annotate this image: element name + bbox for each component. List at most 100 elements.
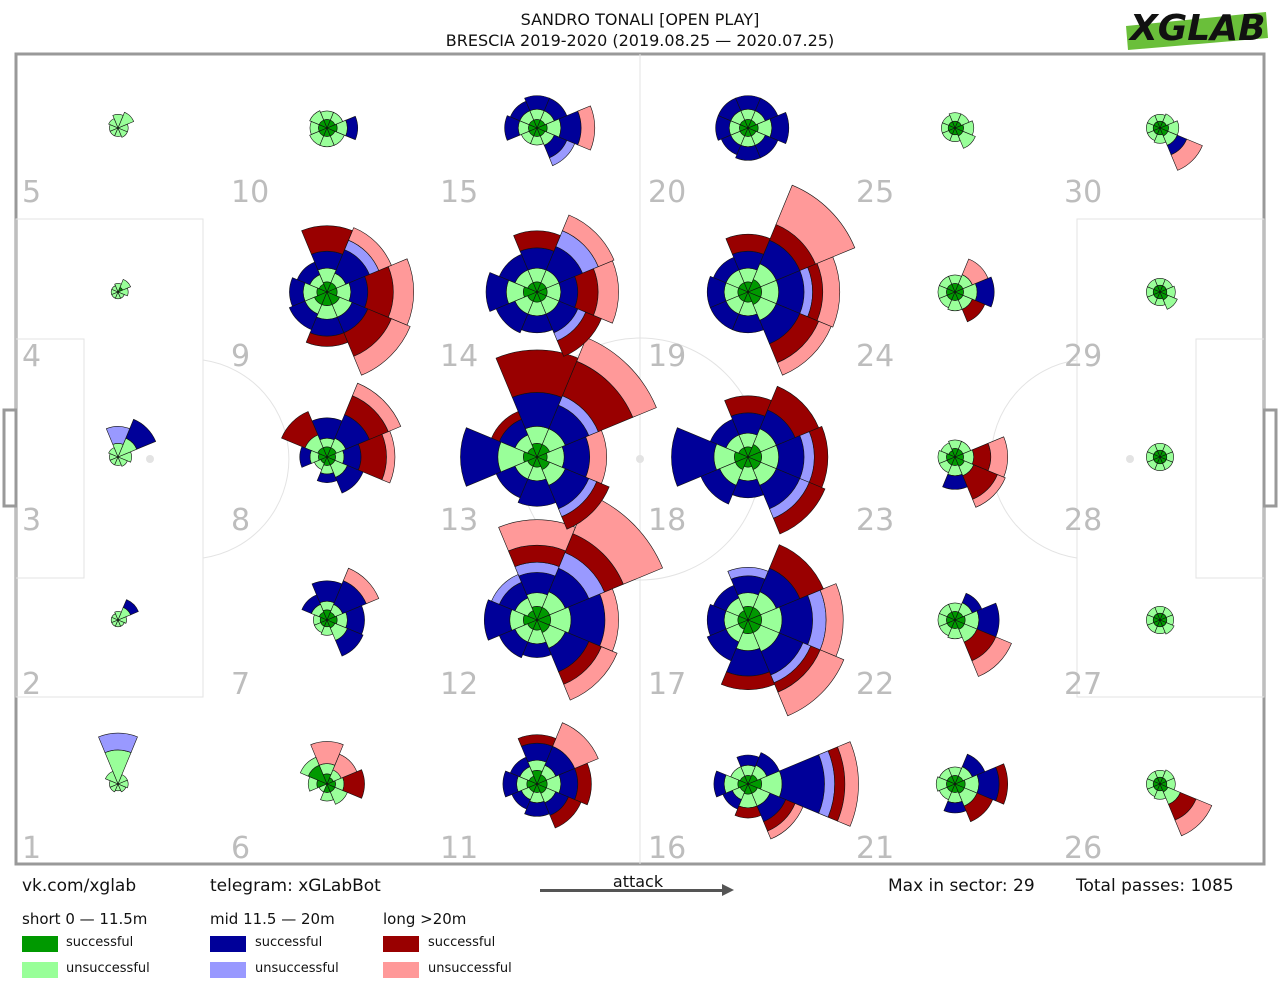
rose-14-dir-7-long-successful — [556, 311, 602, 357]
zone-label-18: 18 — [648, 503, 686, 538]
rose-10-dir-3-short-unsuccessful — [309, 110, 325, 126]
rose-21-dir-7-long-successful — [963, 792, 994, 823]
rose-9-dir-2-long-successful — [301, 225, 353, 255]
vk-link[interactable]: vk.com/xglab — [22, 876, 137, 896]
rose-6-dir-4-short-unsuccessful — [308, 776, 318, 792]
telegram-link[interactable]: telegram: xGLabBot — [210, 876, 381, 896]
rose-zone-29 — [1146, 278, 1178, 310]
rose-23-dir-0-long-unsuccessful — [987, 436, 1008, 478]
chart-title: SANDRO TONALI [OPEN PLAY] — [520, 10, 760, 29]
rose-16-dir-6-long-successful — [734, 805, 762, 819]
zone-label-15: 15 — [440, 175, 478, 210]
rose-zone-16 — [713, 741, 859, 840]
rose-13-dir-4-mid-successful — [460, 427, 502, 487]
max-in-sector: Max in sector: 29 — [888, 876, 1035, 896]
rose-21-dir-1-mid-successful — [961, 753, 986, 778]
zone-label-11: 11 — [440, 831, 478, 866]
zone-label-26: 26 — [1064, 831, 1102, 866]
legend-label-mid-unsuccessful: unsuccessful — [255, 961, 339, 976]
rose-3-dir-2-mid-unsuccessful — [105, 426, 131, 445]
rose-15-dir-7-mid-unsuccessful — [549, 140, 576, 167]
rose-18-dir-5-mid-successful — [700, 468, 737, 505]
rose-zone-22 — [937, 592, 1012, 677]
rose-1-dir-3-short-unsuccessful — [105, 771, 119, 785]
legend-swatch-short-unsuccessful — [22, 962, 58, 978]
rose-zone-4 — [110, 279, 131, 300]
rose-zone-1 — [98, 732, 138, 793]
rose-6-dir-2-long-unsuccessful — [310, 741, 344, 766]
rose-15-dir-2-mid-successful — [524, 95, 550, 112]
rose-20-dir-7-mid-successful — [754, 134, 779, 159]
rose-3-dir-1-mid-successful — [125, 418, 157, 450]
rose-zone-24 — [937, 258, 995, 323]
rose-24-dir-0-mid-successful — [975, 276, 995, 308]
rose-5-dir-1-short-unsuccessful — [117, 111, 135, 129]
rose-zone-26 — [1146, 769, 1213, 837]
rose-12-dir-4-mid-successful — [484, 599, 513, 641]
rose-zone-27 — [1146, 606, 1175, 635]
rose-23-dir-2-short-unsuccessful — [948, 439, 962, 450]
rose-20-dir-0-mid-successful — [769, 112, 790, 144]
legend-label-mid-successful: successful — [255, 935, 323, 950]
zone-label-3: 3 — [22, 503, 41, 538]
rose-21-dir-0-long-successful — [995, 763, 1008, 805]
rose-3-dir-7-short-unsuccessful — [117, 456, 128, 467]
zone-label-6: 6 — [231, 831, 250, 866]
rose-19-dir-1-long-unsuccessful — [775, 184, 856, 265]
rose-18-dir-2-long-successful — [724, 395, 772, 417]
rose-7-dir-7-mid-successful — [335, 628, 364, 657]
rose-25-dir-2-short-unsuccessful — [948, 112, 962, 123]
legend-swatch-short-successful — [22, 936, 58, 952]
legend-label-long-successful: successful — [428, 935, 496, 950]
zone-label-21: 21 — [856, 831, 894, 866]
zone-label-7: 7 — [231, 667, 250, 702]
rose-13-dir-7-long-successful — [561, 481, 610, 530]
rose-14-dir-1-long-unsuccessful — [562, 214, 615, 267]
rose-16-dir-4-mid-successful — [713, 770, 727, 798]
rose-16-dir-2-mid-successful — [736, 754, 760, 768]
zone-label-23: 23 — [856, 503, 894, 538]
rose-1-dir-5-short-unsuccessful — [109, 783, 119, 793]
left-six-yard-box — [15, 338, 85, 579]
rose-4-dir-7-short-unsuccessful — [117, 291, 125, 299]
rose-zone-14 — [485, 214, 619, 357]
total-passes: Total passes: 1085 — [1076, 876, 1234, 896]
rose-zone-21 — [936, 753, 1008, 823]
rose-16-dir-7-long-unsuccessful — [767, 803, 804, 840]
rose-7-dir-1-long-unsuccessful — [342, 567, 380, 605]
center-spot — [636, 455, 644, 463]
rose-10-dir-0-mid-successful — [345, 115, 358, 141]
rose-11-dir-2-long-successful — [517, 734, 557, 747]
zone-label-12: 12 — [440, 667, 478, 702]
rose-18-dir-0-long-successful — [808, 426, 829, 488]
rose-30-dir-7-long-unsuccessful — [1170, 138, 1203, 171]
zone-label-1: 1 — [22, 831, 41, 866]
rose-8-dir-4-mid-successful — [299, 446, 312, 468]
right-penalty-spot — [1126, 455, 1134, 463]
legend-swatch-mid-unsuccessful — [210, 962, 246, 978]
logo-text: XGLAB — [1128, 8, 1266, 49]
rose-22-dir-0-mid-successful — [976, 602, 1000, 638]
rose-25-dir-0-short-unsuccessful — [962, 120, 974, 136]
legend-swatch-mid-successful — [210, 936, 246, 952]
zone-label-16: 16 — [648, 831, 686, 866]
rose-8-dir-3-long-successful — [281, 411, 319, 449]
rose-6-dir-0-long-successful — [342, 769, 365, 799]
rose-23-dir-7-long-unsuccessful — [972, 474, 1006, 508]
rose-14-dir-5-mid-successful — [495, 300, 529, 334]
rose-11-dir-7-long-successful — [549, 796, 582, 829]
left-penalty-spot — [146, 455, 154, 463]
right-goal — [1262, 408, 1278, 508]
rose-zone-13 — [460, 337, 657, 530]
rose-14-dir-2-long-successful — [513, 230, 561, 252]
rose-14-dir-4-mid-successful — [485, 272, 510, 312]
rose-25-dir-7-short-unsuccessful — [957, 130, 976, 149]
rose-17-dir-0-long-unsuccessful — [819, 583, 844, 657]
zone-label-28: 28 — [1064, 503, 1102, 538]
rose-1-dir-2-mid-unsuccessful — [98, 732, 138, 753]
rose-2-dir-1-mid-successful — [122, 599, 139, 616]
rose-17-dir-2-mid-unsuccessful — [727, 567, 769, 580]
rose-15-dir-4-mid-successful — [504, 115, 521, 141]
rose-24-dir-1-long-unsuccessful — [961, 258, 989, 286]
rose-9-dir-0-long-unsuccessful — [387, 258, 414, 326]
